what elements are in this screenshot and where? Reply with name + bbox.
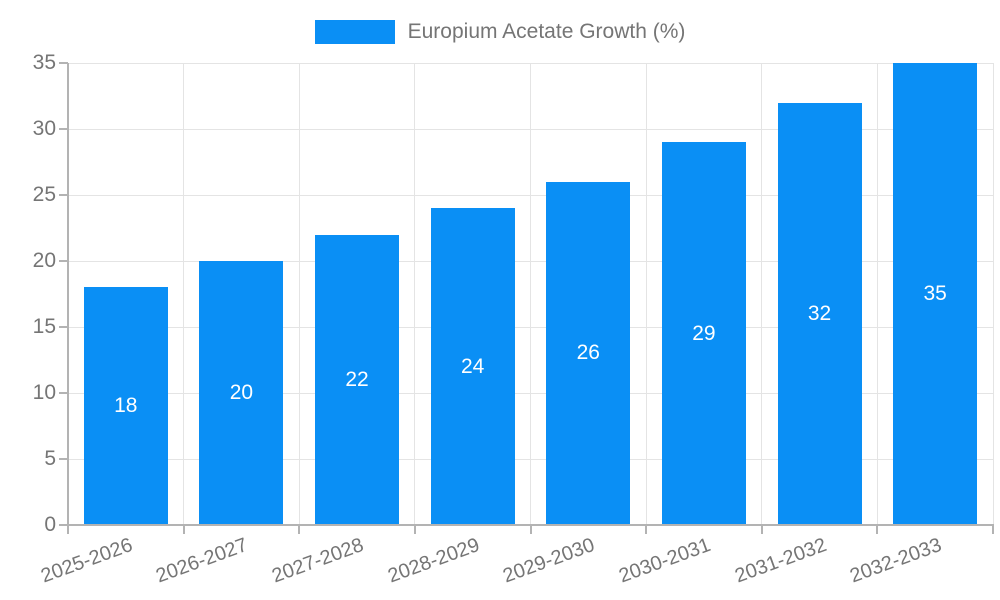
- x-tick: [529, 525, 532, 534]
- x-tick-label: 2025-2026: [37, 534, 136, 588]
- bar-value-label: 24: [461, 354, 485, 378]
- bar: [777, 102, 862, 525]
- x-tick-label: 2029-2030: [500, 534, 598, 588]
- y-axis-line: [67, 63, 69, 527]
- x-gridline: [992, 63, 994, 525]
- y-tick: [59, 260, 68, 262]
- y-tick: [59, 524, 68, 526]
- bar-value-label: 22: [345, 367, 369, 391]
- bar: [430, 208, 515, 525]
- y-tick-label: 15: [32, 315, 56, 338]
- x-gridline: [414, 63, 416, 525]
- x-gridline: [298, 63, 300, 525]
- x-tick-label: 2026-2027: [153, 534, 251, 588]
- y-tick: [59, 128, 68, 130]
- y-tick: [59, 392, 68, 394]
- y-tick-label: 5: [44, 447, 56, 470]
- bar: [661, 142, 746, 525]
- y-tick: [59, 458, 68, 460]
- y-tick-label: 0: [44, 513, 56, 536]
- bar: [83, 287, 168, 525]
- x-tick: [67, 525, 69, 534]
- bar-value-label: 29: [692, 321, 716, 345]
- x-gridline: [761, 63, 763, 525]
- x-tick-label: 2027-2028: [269, 534, 367, 588]
- bar: [315, 234, 400, 525]
- x-gridline: [183, 63, 185, 525]
- x-tick: [876, 525, 879, 534]
- bar: [199, 261, 284, 525]
- legend: Europium Acetate Growth (%): [0, 20, 1000, 44]
- x-axis-line: [67, 524, 994, 526]
- x-tick: [413, 525, 416, 534]
- bar-value-label: 26: [576, 341, 600, 365]
- x-tick: [992, 525, 994, 534]
- y-tick-label: 25: [32, 183, 56, 206]
- y-tick-label: 20: [32, 249, 56, 272]
- y-tick: [59, 194, 68, 196]
- x-tick: [298, 525, 301, 534]
- x-tick-label: 2028-2029: [384, 534, 483, 588]
- bar-value-label: 20: [229, 381, 254, 404]
- y-tick-label: 10: [32, 381, 56, 404]
- bar: [546, 181, 631, 525]
- x-tick-label: 2032-2033: [847, 534, 945, 588]
- y-tick-label: 30: [32, 117, 56, 140]
- x-gridline: [645, 63, 647, 525]
- bar-value-label: 18: [114, 394, 138, 418]
- y-tick-label: 35: [32, 51, 56, 74]
- y-tick: [59, 326, 68, 328]
- x-gridline: [876, 63, 878, 525]
- bar-value-label: 32: [807, 301, 832, 325]
- x-tick-label: 2031-2032: [731, 534, 830, 588]
- x-tick: [645, 525, 648, 534]
- legend-label: Europium Acetate Growth (%): [407, 20, 686, 43]
- x-tick-label: 2030-2031: [616, 534, 714, 588]
- x-tick: [760, 525, 763, 534]
- x-gridline: [530, 63, 531, 525]
- bar-value-label: 35: [923, 282, 947, 305]
- x-tick: [182, 525, 185, 534]
- legend-swatch: [314, 20, 395, 44]
- bar: [893, 63, 978, 525]
- y-tick: [59, 62, 68, 64]
